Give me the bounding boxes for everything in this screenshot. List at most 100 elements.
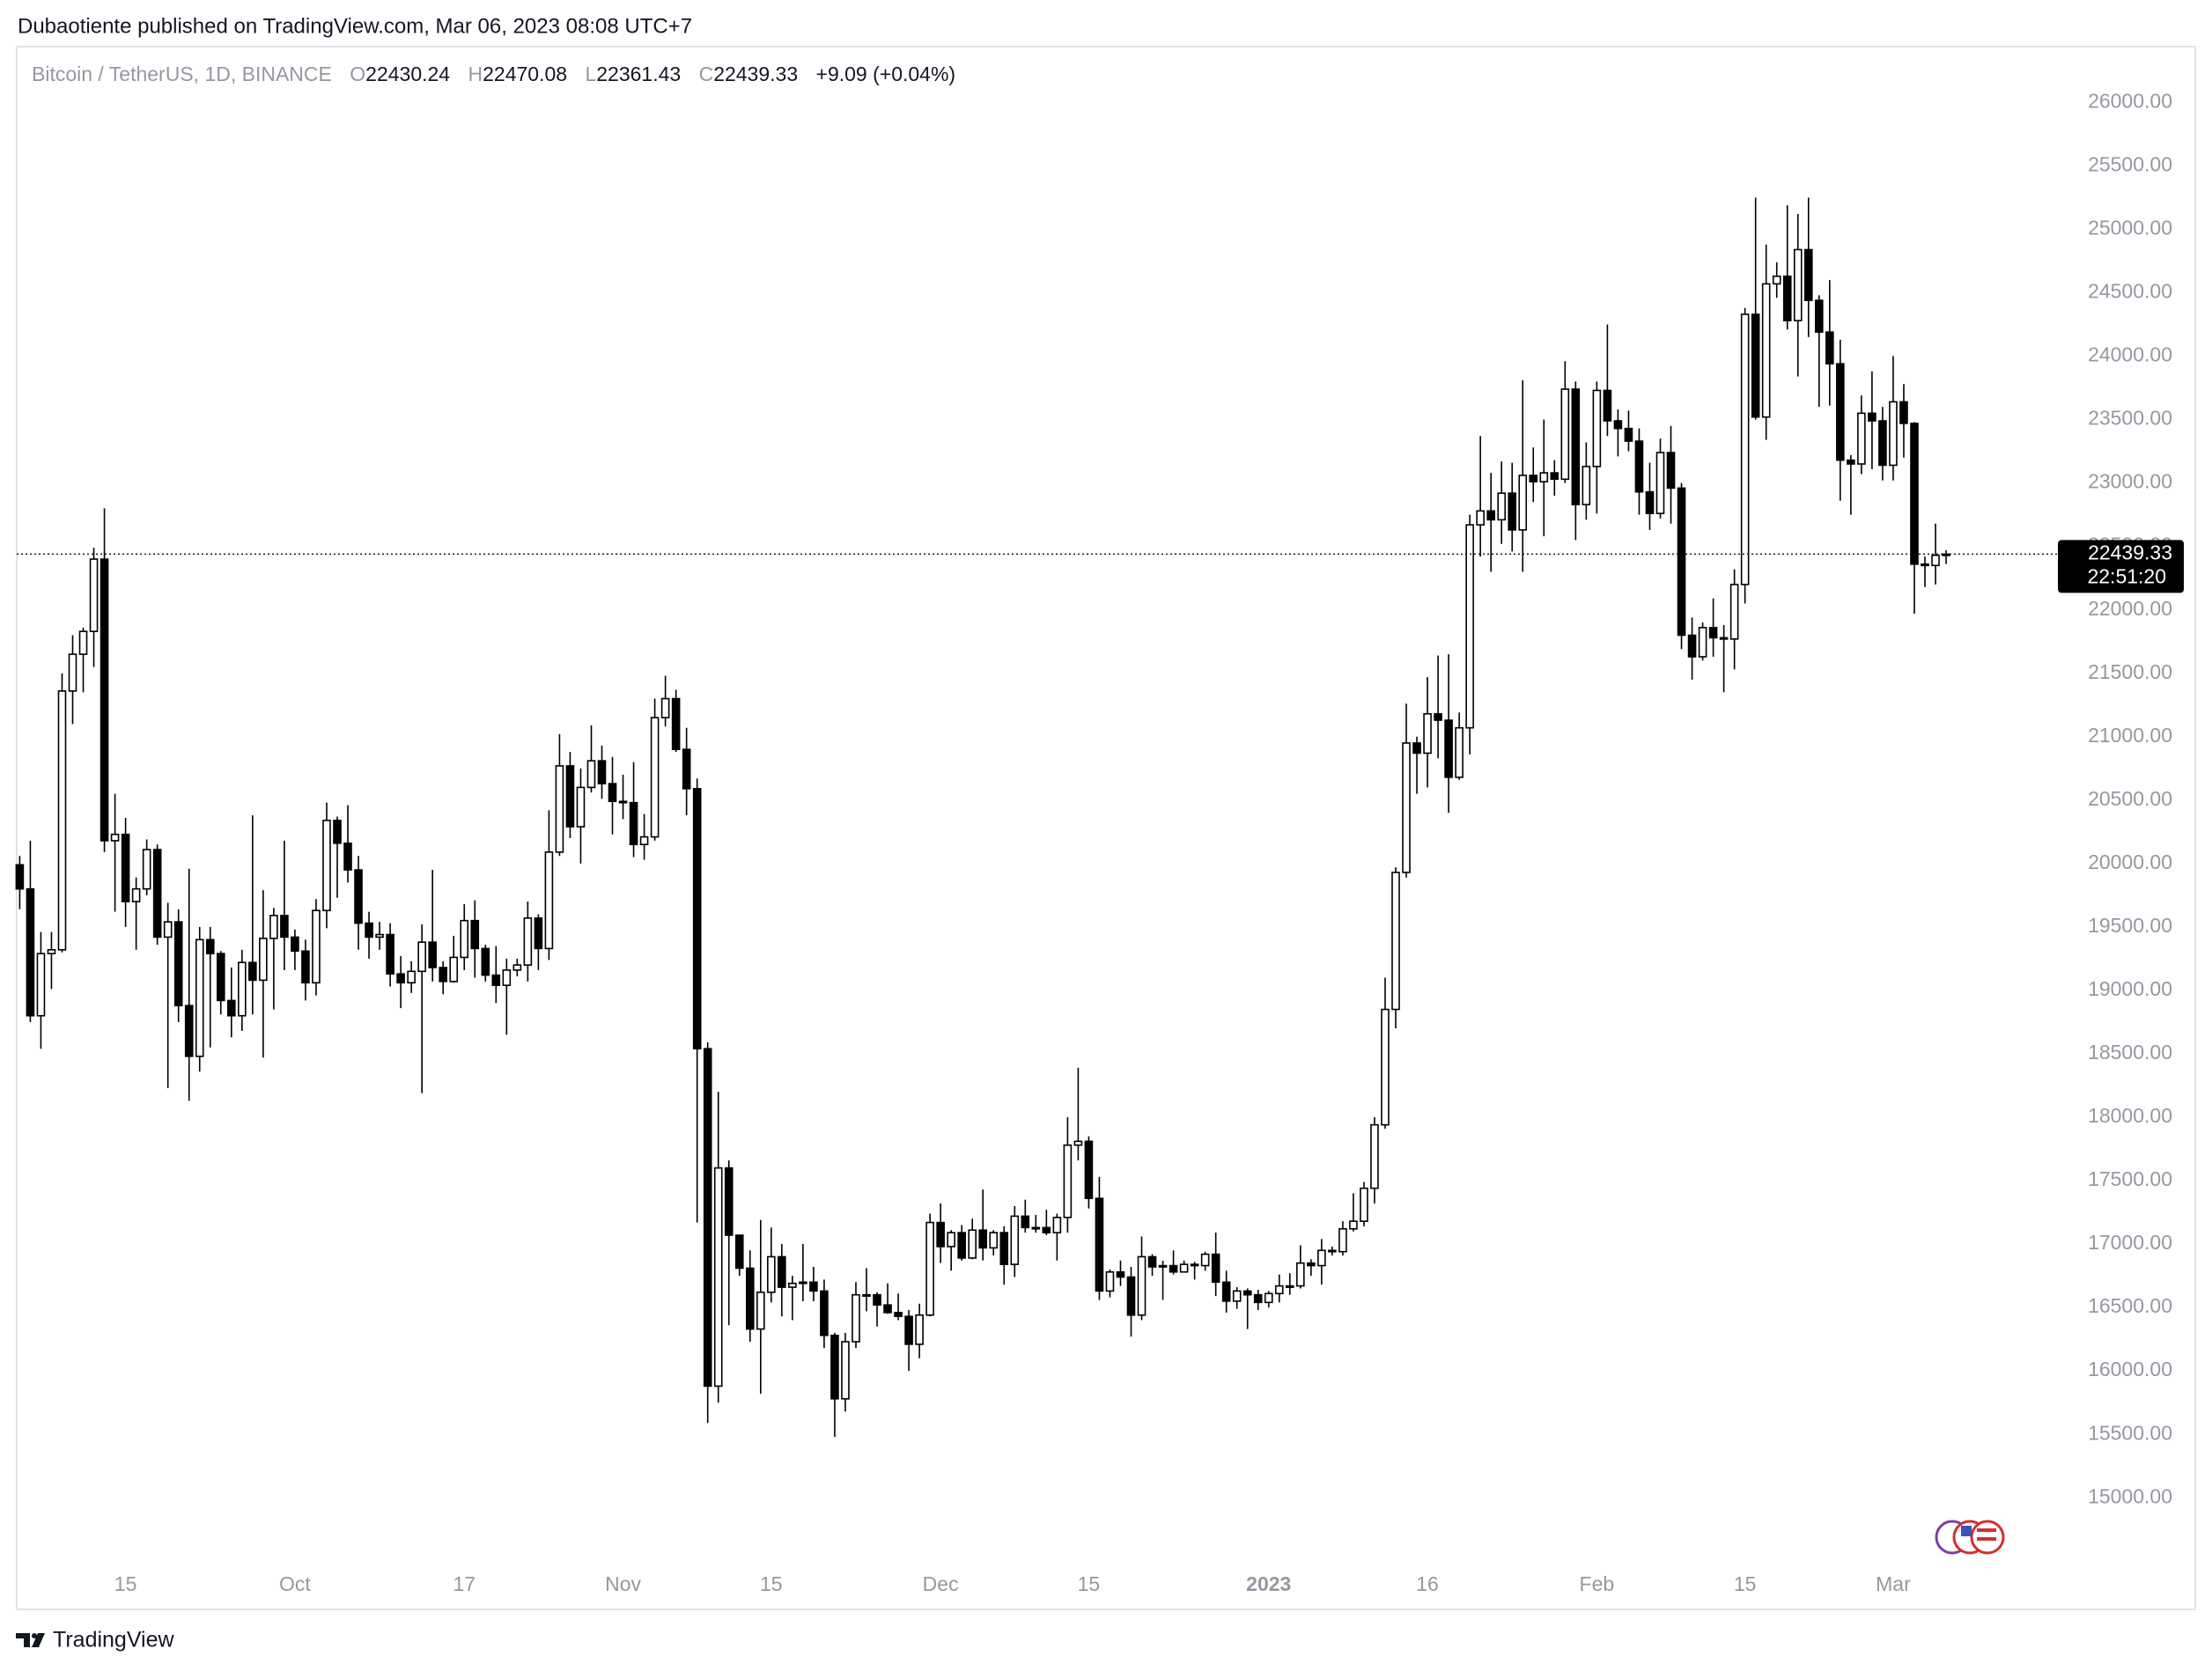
- candle-body: [724, 1167, 734, 1236]
- candle-body: [1603, 389, 1612, 422]
- ohlc-legend: Bitcoin / TetherUS, 1D, BINANCE O22430.2…: [32, 63, 955, 85]
- x-tick-label: 15: [1078, 1572, 1101, 1595]
- candle-body: [1402, 742, 1411, 873]
- candle-body: [78, 630, 88, 655]
- candle-body: [365, 922, 373, 939]
- candle-body: [142, 849, 151, 890]
- candle-body: [1655, 452, 1665, 514]
- candle-body: [894, 1312, 903, 1317]
- x-tick-label: 15: [1734, 1572, 1757, 1595]
- candle-body: [1878, 420, 1887, 467]
- candle-body: [947, 1232, 955, 1248]
- y-tick-label: 19500.00: [2088, 914, 2172, 937]
- candle-body: [788, 1282, 797, 1288]
- candle-body: [1761, 283, 1771, 418]
- candle-body: [1921, 563, 1929, 567]
- candle-body: [682, 748, 691, 790]
- candle-body: [1634, 440, 1644, 493]
- candle-body: [957, 1232, 966, 1259]
- candle-body: [597, 760, 607, 784]
- candle-body: [15, 864, 25, 890]
- candle-body: [671, 697, 681, 750]
- candle-body: [1296, 1262, 1305, 1287]
- candle-body: [417, 941, 426, 973]
- y-tick-label: 15000.00: [2088, 1484, 2172, 1507]
- candle-body: [915, 1314, 924, 1345]
- candle-body: [830, 1334, 839, 1400]
- candle-body: [1455, 726, 1464, 778]
- open-letter: O: [350, 63, 365, 85]
- candle-body: [226, 999, 236, 1017]
- candle-body: [1190, 1263, 1199, 1267]
- y-tick-label: 18000.00: [2088, 1104, 2172, 1127]
- high-letter: H: [468, 63, 483, 85]
- candle-body: [1116, 1270, 1125, 1278]
- y-tick-label: 20000.00: [2088, 850, 2172, 873]
- candle-body: [1286, 1285, 1294, 1288]
- candle-body: [152, 849, 162, 939]
- change: +9.09 (+0.04%): [816, 63, 956, 85]
- x-tick-label: Mar: [1876, 1572, 1911, 1595]
- candle-body: [629, 801, 638, 846]
- tradingview-logo: TradingView: [16, 1628, 175, 1653]
- candle-body: [89, 558, 99, 632]
- candle-body: [767, 1255, 776, 1293]
- candle-body: [1698, 627, 1707, 658]
- candle-body: [280, 915, 289, 939]
- candle-body: [205, 939, 215, 954]
- candle-body: [1815, 299, 1824, 333]
- candle-body: [1793, 248, 1803, 322]
- candle-body: [460, 919, 469, 959]
- candle-body: [428, 941, 437, 968]
- candle-body: [1063, 1144, 1073, 1218]
- candle-body: [1868, 412, 1877, 422]
- candle-body: [1847, 459, 1855, 465]
- candle-body: [1465, 524, 1474, 729]
- candle-body: [1740, 313, 1750, 585]
- candle-body: [1307, 1262, 1316, 1267]
- x-tick-label: Dec: [923, 1572, 959, 1595]
- candle-body: [1147, 1255, 1157, 1268]
- candle-body: [1772, 275, 1781, 285]
- candle-body: [291, 936, 299, 953]
- candle-body: [354, 869, 363, 924]
- candle-body: [386, 933, 394, 975]
- candle-body: [1719, 637, 1729, 640]
- candle-body: [1338, 1227, 1347, 1253]
- x-tick-label: Oct: [279, 1572, 311, 1595]
- last-price-label: 22439.33: [2088, 541, 2172, 563]
- candle-body: [512, 964, 522, 971]
- candle-body: [396, 973, 405, 984]
- symbol: Bitcoin / TetherUS, 1D, BINANCE: [32, 63, 332, 85]
- candle-body: [1836, 363, 1845, 461]
- candle-body: [1560, 388, 1570, 481]
- candle-body: [1253, 1293, 1263, 1304]
- candle-body: [481, 947, 490, 976]
- candle-body: [1708, 627, 1718, 639]
- candle-body: [1687, 634, 1697, 658]
- candle-body: [565, 765, 575, 828]
- candle-body: [883, 1304, 892, 1314]
- open-value: 22430.24: [365, 63, 450, 85]
- candle-body: [68, 653, 77, 692]
- candle-body: [778, 1255, 786, 1288]
- candle-body: [650, 717, 660, 838]
- candle-body: [1126, 1276, 1136, 1316]
- candle-body: [1624, 427, 1633, 442]
- candle-body: [195, 939, 204, 1057]
- candle-body: [491, 974, 501, 986]
- last-price-box: [2058, 540, 2184, 593]
- candle-body: [100, 558, 109, 842]
- x-tick-label: 16: [1416, 1572, 1439, 1595]
- candle-body: [999, 1232, 1009, 1265]
- publisher: Dubaotiente published on TradingView.com…: [18, 14, 692, 38]
- candle-body: [216, 953, 225, 1002]
- candle-body: [555, 765, 564, 853]
- candle-body: [301, 950, 310, 984]
- candle-body: [343, 842, 352, 871]
- candle-body: [1095, 1197, 1104, 1292]
- y-tick-label: 23000.00: [2088, 470, 2172, 493]
- candle-body: [312, 909, 321, 984]
- candle-body: [1825, 331, 1834, 364]
- candle-body: [184, 1005, 194, 1057]
